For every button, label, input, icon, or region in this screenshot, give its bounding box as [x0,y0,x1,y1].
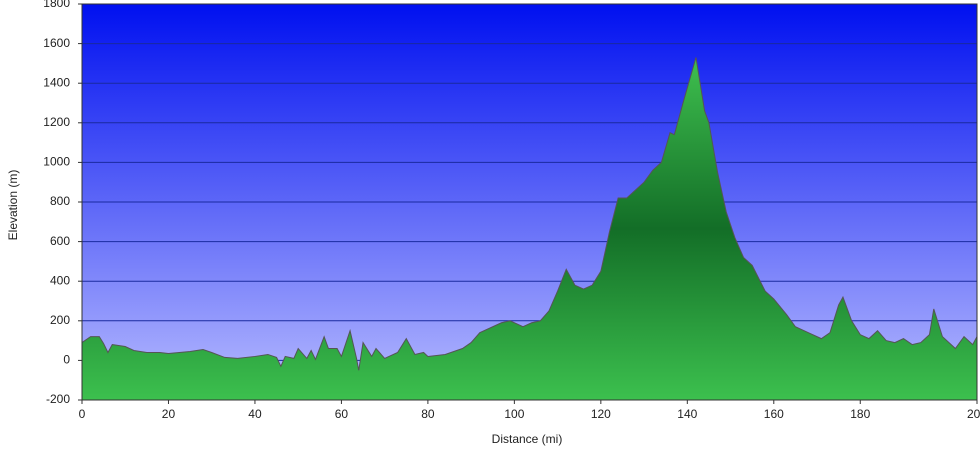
y-tick-label: 800 [50,194,70,208]
y-tick-label: 200 [50,313,70,327]
y-tick-label: 1000 [43,155,70,169]
line [81,57,978,371]
y-tick-label: -200 [46,392,70,406]
x-tick-label: 160 [764,407,784,421]
area [82,57,977,401]
y-tick-label: 1600 [43,36,70,50]
y-tick-label: 600 [50,234,70,248]
y-tick-label: 1800 [43,0,70,10]
x-axis-label: Distance (mi) [492,432,563,446]
y-tick-label: 0 [63,353,70,367]
x-tick-label: 207 [967,407,980,421]
x-tick-label: 180 [850,407,870,421]
x-tick-label: 0 [79,407,86,421]
y-tick-label: 1200 [43,115,70,129]
x-tick-label: 40 [248,407,262,421]
x-tick-label: 20 [162,407,176,421]
x-tick-label: 100 [504,407,524,421]
plot-frame [81,3,978,401]
x-tick-label: 60 [335,407,349,421]
y-tick-label: 400 [50,273,70,287]
y-axis-label: Elevation (m) [6,170,20,241]
x-tick-label: 80 [421,407,435,421]
x-tick-label: 140 [677,407,697,421]
x-tick-label: 120 [591,407,611,421]
y-tick-label: 1400 [43,75,70,89]
